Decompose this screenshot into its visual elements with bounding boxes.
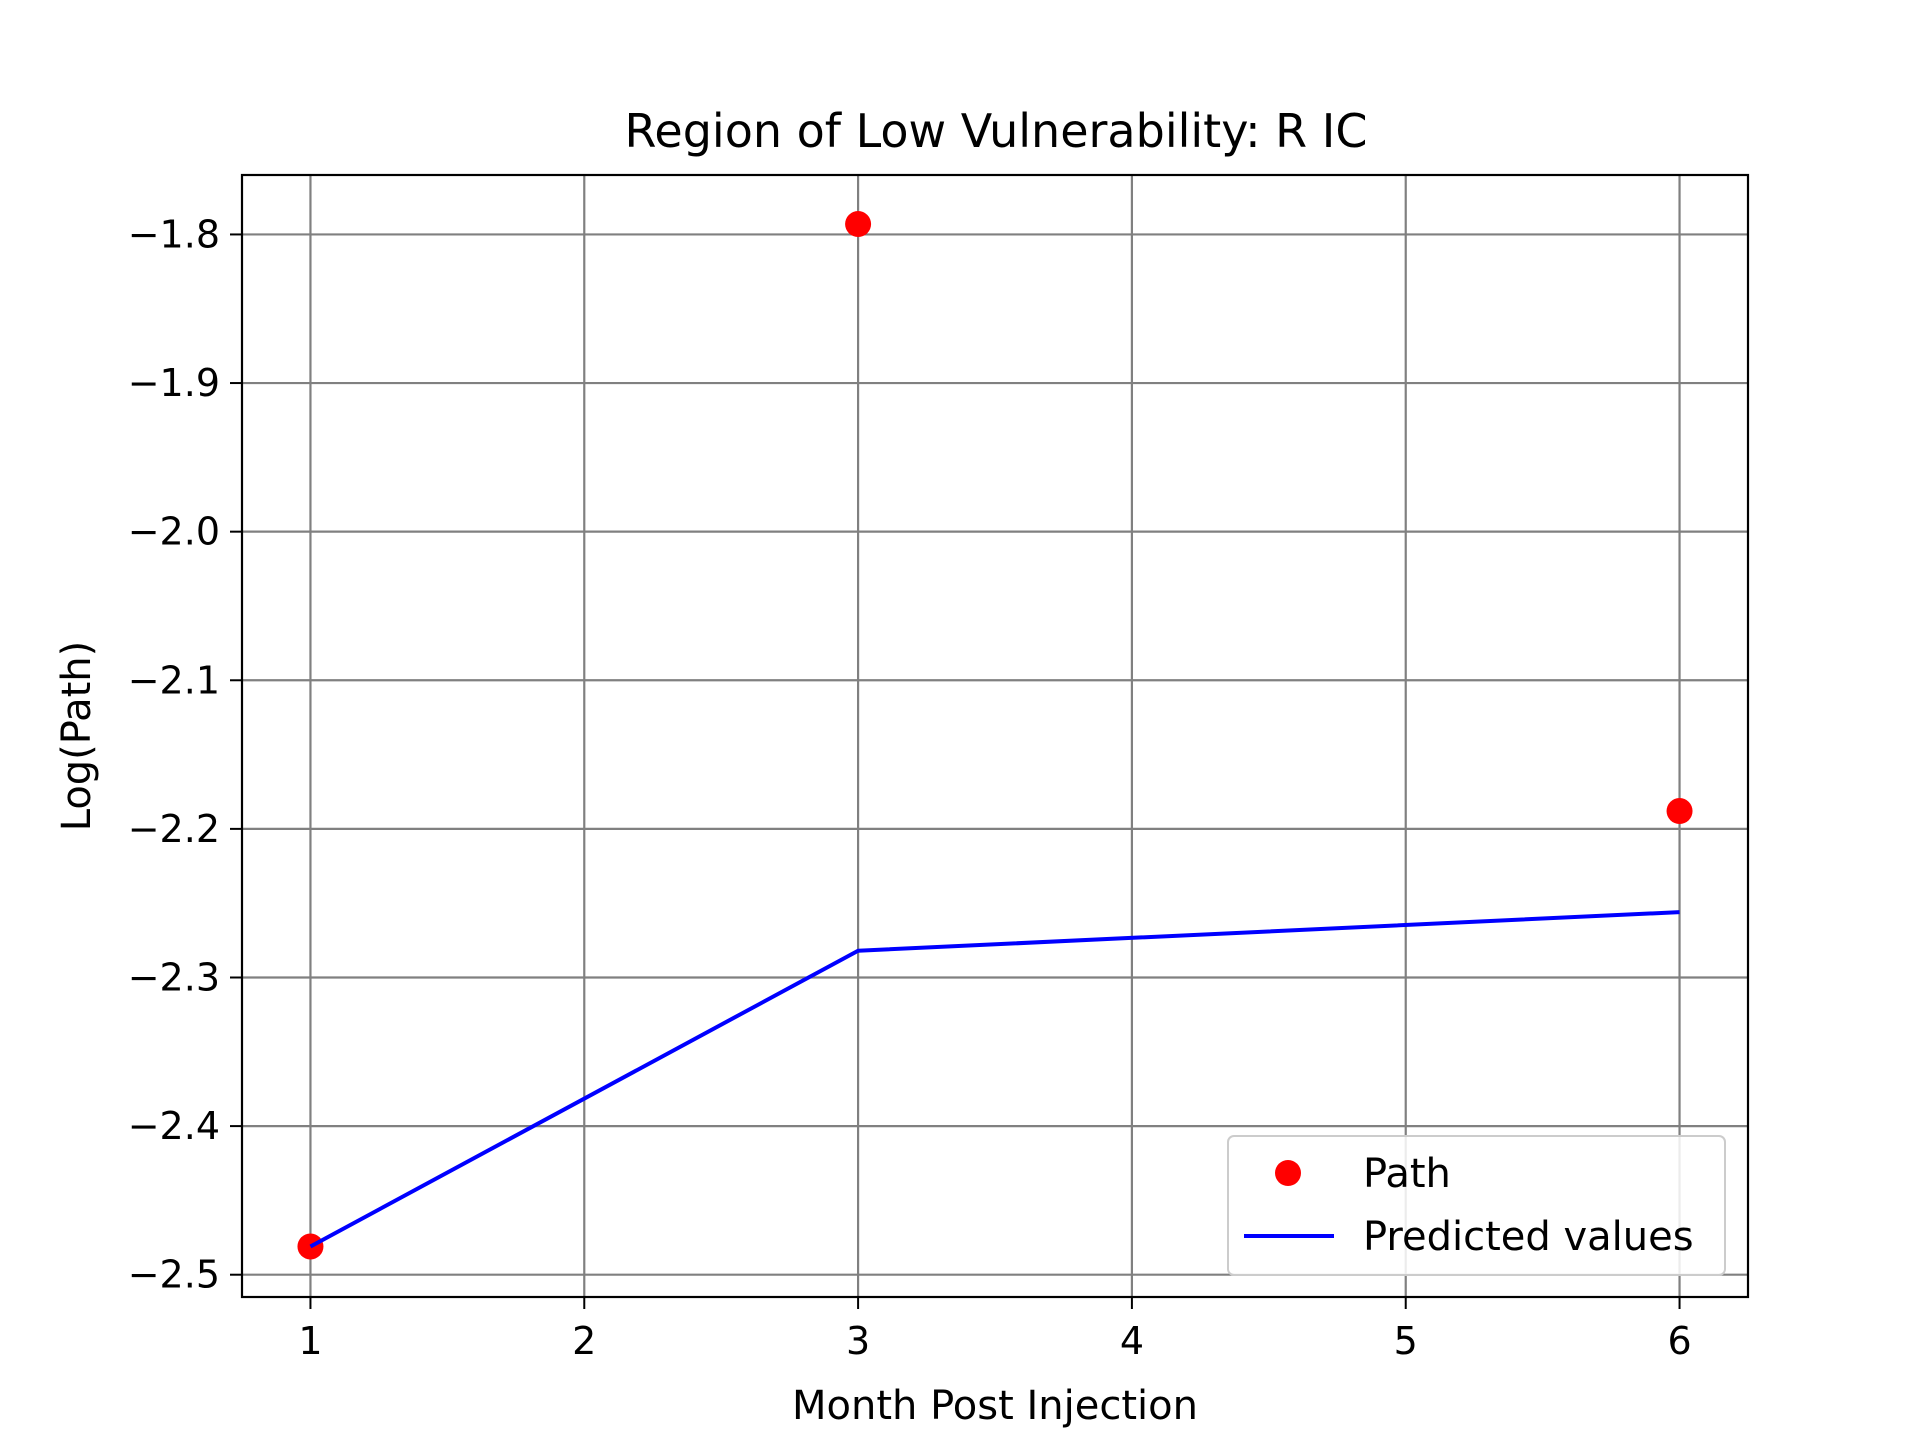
x-tick-label: 4 — [1120, 1319, 1144, 1363]
plot-series — [297, 211, 1693, 1260]
x-tick-label: 6 — [1667, 1319, 1691, 1363]
x-tick-label: 5 — [1394, 1319, 1418, 1363]
legend-marker-path — [1275, 1160, 1301, 1186]
x-axis-label: Month Post Injection — [792, 1383, 1198, 1429]
plot-area-frame — [240, 173, 1750, 1299]
x-tick-label: 3 — [846, 1319, 870, 1363]
predicted-values-line — [309, 910, 1680, 1249]
y-tick-label: −2.3 — [128, 955, 220, 999]
chart-title: Region of Low Vulnerability: R IC — [625, 104, 1368, 158]
y-tick-label: −2.1 — [128, 658, 220, 702]
legend: Path Predicted values — [1227, 1135, 1726, 1276]
y-tick-label: −2.2 — [128, 807, 220, 851]
legend-box — [1227, 1135, 1726, 1276]
y-axis-label: Log(Path) — [54, 641, 100, 832]
y-axis-ticks: −2.5 −2.4 −2.3 −2.2 −2.1 −2.0 −1.9 −1.8 — [128, 212, 242, 1297]
legend-label-predicted: Predicted values — [1363, 1214, 1694, 1260]
legend-label-path: Path — [1363, 1151, 1451, 1197]
grid — [242, 175, 1748, 1297]
x-axis-ticks: 1 2 3 4 5 6 — [298, 1297, 1692, 1363]
y-tick-label: −1.9 — [128, 361, 220, 405]
y-tick-label: −2.4 — [128, 1104, 220, 1148]
y-tick-label: −1.8 — [128, 212, 220, 256]
x-tick-label: 2 — [572, 1319, 596, 1363]
y-tick-label: −2.0 — [128, 510, 220, 554]
y-tick-label: −2.5 — [128, 1253, 220, 1297]
x-tick-label: 1 — [298, 1319, 322, 1363]
path-data-point — [845, 211, 872, 238]
path-data-point — [1666, 798, 1693, 825]
